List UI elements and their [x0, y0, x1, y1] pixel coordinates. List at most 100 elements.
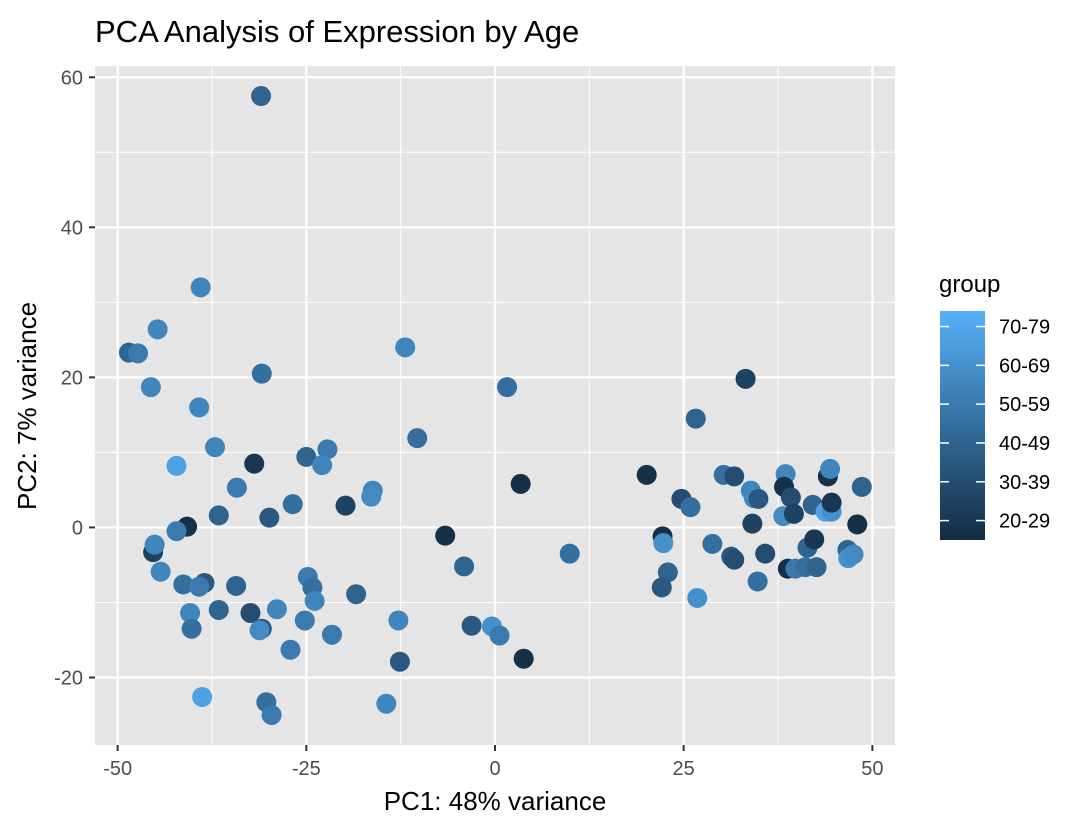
data-point	[755, 543, 776, 564]
data-point	[240, 602, 261, 623]
data-point	[724, 549, 745, 570]
data-point	[150, 561, 171, 582]
data-point	[820, 458, 841, 479]
data-point	[461, 615, 482, 636]
data-point	[395, 337, 416, 358]
y-tick-label: 0	[72, 517, 83, 539]
data-point	[376, 693, 397, 714]
data-point	[685, 408, 706, 429]
data-point	[747, 571, 768, 592]
data-point	[489, 625, 510, 646]
data-point	[510, 473, 531, 494]
data-point	[435, 525, 456, 546]
data-point	[724, 466, 745, 487]
data-point	[226, 575, 247, 596]
x-tick-label: 25	[673, 758, 695, 780]
data-point	[851, 476, 872, 497]
x-tick-label: 50	[861, 758, 883, 780]
data-point	[304, 590, 325, 611]
data-point	[280, 639, 301, 660]
data-point	[735, 368, 756, 389]
legend-label: 50-59	[999, 394, 1050, 416]
data-point	[653, 533, 674, 554]
data-point	[180, 602, 201, 623]
data-point	[513, 648, 534, 669]
data-point	[687, 587, 708, 608]
data-point	[251, 86, 272, 107]
data-point	[128, 343, 149, 364]
y-tick-label: -20	[54, 667, 83, 689]
data-point	[657, 562, 678, 583]
data-point	[208, 505, 229, 526]
data-point	[843, 544, 864, 565]
data-point	[312, 455, 333, 476]
data-point	[702, 533, 723, 554]
legend-colorbar	[940, 311, 985, 540]
x-tick-label: -50	[103, 758, 132, 780]
legend-label: 40-49	[999, 433, 1050, 455]
data-point	[259, 507, 280, 528]
data-point	[208, 599, 229, 620]
legend-label: 20-29	[999, 511, 1050, 533]
data-point	[166, 455, 187, 476]
data-point	[166, 521, 187, 542]
data-point	[296, 446, 317, 467]
data-point	[821, 492, 842, 513]
data-point	[636, 464, 657, 485]
data-point	[321, 624, 342, 645]
data-point	[680, 497, 701, 518]
data-point	[388, 610, 409, 631]
data-point	[251, 363, 272, 384]
legend: group 70-79 60-69 50-59 40-49 30-39 20-29	[939, 271, 1050, 540]
data-point	[361, 486, 382, 507]
legend-title: group	[939, 271, 1000, 298]
y-axis-title: PC2: 7% variance	[12, 302, 42, 510]
axes: -50 -25 0 25 50 -20 0 20 40 60	[54, 67, 883, 780]
data-point	[294, 610, 315, 631]
data-point	[497, 377, 518, 398]
y-tick-label: 60	[61, 67, 83, 89]
data-point	[181, 618, 202, 639]
x-tick-label: -25	[292, 758, 321, 780]
data-points	[118, 86, 872, 725]
data-point	[190, 277, 211, 298]
data-point	[559, 543, 580, 564]
data-point	[282, 494, 303, 515]
data-point	[261, 704, 282, 725]
data-point	[266, 599, 287, 620]
data-point	[173, 574, 194, 595]
data-point	[140, 377, 161, 398]
data-point	[189, 576, 210, 597]
data-point	[748, 488, 769, 509]
data-point	[147, 319, 168, 340]
data-point	[317, 439, 338, 460]
data-point	[244, 453, 265, 474]
data-point	[454, 556, 475, 577]
data-point	[783, 503, 804, 524]
data-point	[407, 428, 428, 449]
data-point	[249, 620, 270, 641]
legend-label: 60-69	[999, 355, 1050, 377]
legend-ticks: 70-79 60-69 50-59 40-49 30-39 20-29	[940, 317, 1050, 533]
data-point	[189, 397, 210, 418]
data-point	[226, 477, 247, 498]
data-point	[651, 577, 672, 598]
legend-label: 30-39	[999, 472, 1050, 494]
data-point	[205, 437, 225, 458]
legend-label: 70-79	[999, 317, 1050, 339]
data-point	[806, 557, 827, 578]
data-point	[144, 534, 165, 555]
x-axis-title: PC1: 48% variance	[384, 786, 607, 816]
data-point	[335, 495, 356, 516]
data-point	[192, 686, 213, 707]
data-point	[847, 514, 868, 535]
data-point	[742, 513, 763, 534]
data-point	[780, 487, 801, 508]
chart-title: PCA Analysis of Expression by Age	[95, 14, 579, 49]
data-point	[346, 584, 367, 605]
data-point	[804, 529, 825, 550]
data-point	[389, 651, 410, 672]
y-tick-label: 20	[61, 367, 83, 389]
x-tick-label: 0	[489, 758, 500, 780]
